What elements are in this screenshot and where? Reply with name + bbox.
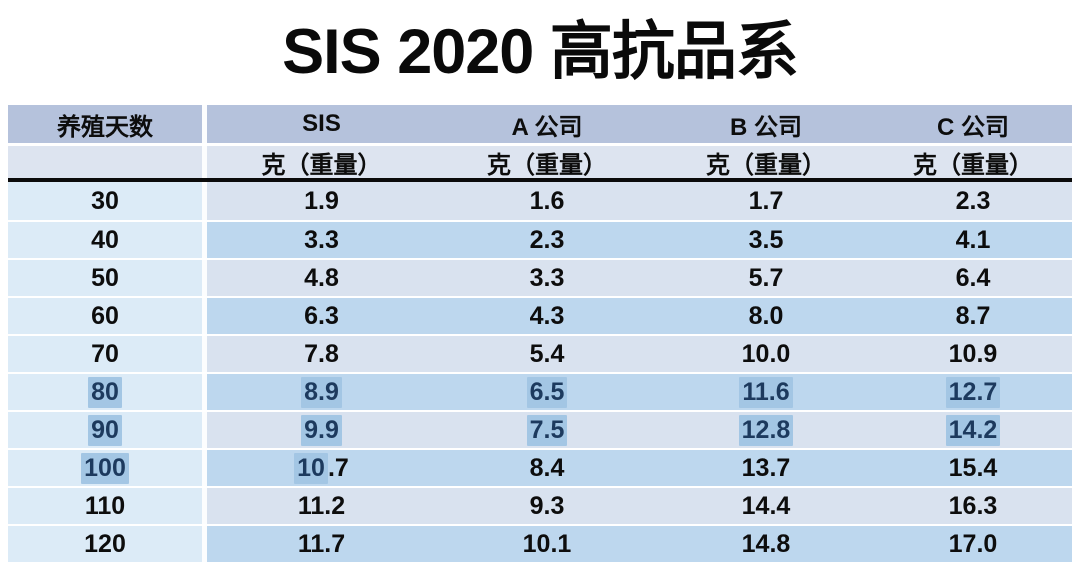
subheader-cell-company-a: 克（重量） bbox=[436, 146, 658, 178]
value-cell: 5.4 bbox=[436, 336, 658, 372]
highlighted-text: 14.2 bbox=[945, 414, 1001, 446]
value-cell: 11.2 bbox=[207, 488, 436, 524]
value-cell: 10.9 bbox=[874, 336, 1072, 372]
day-cell: 70 bbox=[8, 336, 207, 372]
value-cell: 12.7 bbox=[874, 374, 1072, 410]
value-cell: 7.5 bbox=[436, 412, 658, 448]
value-cell: 12.8 bbox=[658, 412, 874, 448]
day-cell: 120 bbox=[8, 526, 207, 562]
value-cell: 1.6 bbox=[436, 182, 658, 220]
highlighted-text: 6.5 bbox=[526, 376, 568, 408]
value-cell: 14.2 bbox=[874, 412, 1072, 448]
value-cell: 9.9 bbox=[207, 412, 436, 448]
header-row: 养殖天数 SIS A 公司 B 公司 C 公司 bbox=[8, 105, 1072, 143]
value-cell: 17.0 bbox=[874, 526, 1072, 562]
value-cell: 15.4 bbox=[874, 450, 1072, 486]
value-cell: 8.4 bbox=[436, 450, 658, 486]
value-cell: 6.3 bbox=[207, 298, 436, 334]
value-cell: 14.8 bbox=[658, 526, 874, 562]
value-cell: 7.8 bbox=[207, 336, 436, 372]
header-cell-company-c: C 公司 bbox=[874, 105, 1072, 143]
value-cell: 8.9 bbox=[207, 374, 436, 410]
data-table: 养殖天数 SIS A 公司 B 公司 C 公司 克（重量） 克（重量） 克（重量… bbox=[8, 105, 1072, 562]
value-cell: 10.0 bbox=[658, 336, 874, 372]
highlighted-text: 100 bbox=[81, 452, 129, 484]
header-cell-days: 养殖天数 bbox=[8, 105, 207, 143]
value-cell: 16.3 bbox=[874, 488, 1072, 524]
value-cell: 3.5 bbox=[658, 222, 874, 258]
value-cell: 1.7 bbox=[658, 182, 874, 220]
value-cell: 2.3 bbox=[436, 222, 658, 258]
value-cell: 4.3 bbox=[436, 298, 658, 334]
table-row: 50 4.8 3.3 5.7 6.4 bbox=[8, 258, 1072, 296]
highlighted-text: 12.8 bbox=[738, 414, 794, 446]
day-cell: 30 bbox=[8, 182, 207, 220]
table-row: 40 3.3 2.3 3.5 4.1 bbox=[8, 220, 1072, 258]
table-row: 30 1.9 1.6 1.7 2.3 bbox=[8, 182, 1072, 220]
table-row: 60 6.3 4.3 8.0 8.7 bbox=[8, 296, 1072, 334]
header-cell-sis: SIS bbox=[207, 105, 436, 143]
highlighted-text: 9.9 bbox=[301, 414, 342, 446]
highlighted-text: 90 bbox=[88, 414, 122, 446]
subheader-cell-company-c: 克（重量） bbox=[874, 146, 1072, 178]
page-title: SIS 2020 高抗品系 bbox=[282, 17, 799, 87]
table-row: 80 8.9 6.5 11.6 12.7 bbox=[8, 372, 1072, 410]
subheader-row: 克（重量） 克（重量） 克（重量） 克（重量） bbox=[8, 146, 1072, 182]
value-cell: 4.8 bbox=[207, 260, 436, 296]
day-cell: 40 bbox=[8, 222, 207, 258]
value-cell: 14.4 bbox=[658, 488, 874, 524]
value-cell: 6.4 bbox=[874, 260, 1072, 296]
day-cell: 80 bbox=[8, 374, 207, 410]
day-cell: 100 bbox=[8, 450, 207, 486]
value-cell: 6.5 bbox=[436, 374, 658, 410]
value-cell: 10.1 bbox=[436, 526, 658, 562]
day-cell: 110 bbox=[8, 488, 207, 524]
table-row: 100 10.7 8.4 13.7 15.4 bbox=[8, 448, 1072, 486]
subheader-cell-days bbox=[8, 146, 207, 178]
highlighted-text: 7.5 bbox=[526, 414, 568, 446]
highlighted-text: 10 bbox=[294, 452, 328, 484]
table-row: 90 9.9 7.5 12.8 14.2 bbox=[8, 410, 1072, 448]
day-cell: 60 bbox=[8, 298, 207, 334]
subheader-cell-company-b: 克（重量） bbox=[658, 146, 874, 178]
value-cell: 3.3 bbox=[436, 260, 658, 296]
value-cell: 1.9 bbox=[207, 182, 436, 220]
value-cell: 4.1 bbox=[874, 222, 1072, 258]
value-cell: 3.3 bbox=[207, 222, 436, 258]
highlighted-text: 80 bbox=[88, 376, 122, 408]
highlighted-text: 8.9 bbox=[301, 376, 342, 408]
header-cell-company-a: A 公司 bbox=[436, 105, 658, 143]
subheader-cell-sis: 克（重量） bbox=[207, 146, 436, 178]
header-cell-company-b: B 公司 bbox=[658, 105, 874, 143]
day-cell: 50 bbox=[8, 260, 207, 296]
value-cell: 2.3 bbox=[874, 182, 1072, 220]
table-row: 120 11.7 10.1 14.8 17.0 bbox=[8, 524, 1072, 562]
value-cell: 9.3 bbox=[436, 488, 658, 524]
value-cell: 11.6 bbox=[658, 374, 874, 410]
value-cell: 11.7 bbox=[207, 526, 436, 562]
value-cell: 10.7 bbox=[207, 450, 436, 486]
value-cell: 8.7 bbox=[874, 298, 1072, 334]
highlighted-text: 11.6 bbox=[739, 376, 793, 408]
table-row: 110 11.2 9.3 14.4 16.3 bbox=[8, 486, 1072, 524]
value-cell: 8.0 bbox=[658, 298, 874, 334]
value-cell: 13.7 bbox=[658, 450, 874, 486]
day-cell: 90 bbox=[8, 412, 207, 448]
value-cell: 5.7 bbox=[658, 260, 874, 296]
highlighted-text: 12.7 bbox=[945, 376, 1001, 408]
table-row: 70 7.8 5.4 10.0 10.9 bbox=[8, 334, 1072, 372]
table-body: 30 1.9 1.6 1.7 2.3 40 3.3 2.3 3.5 4.1 50 4.8 3.3 5.7 6… bbox=[8, 182, 1072, 562]
